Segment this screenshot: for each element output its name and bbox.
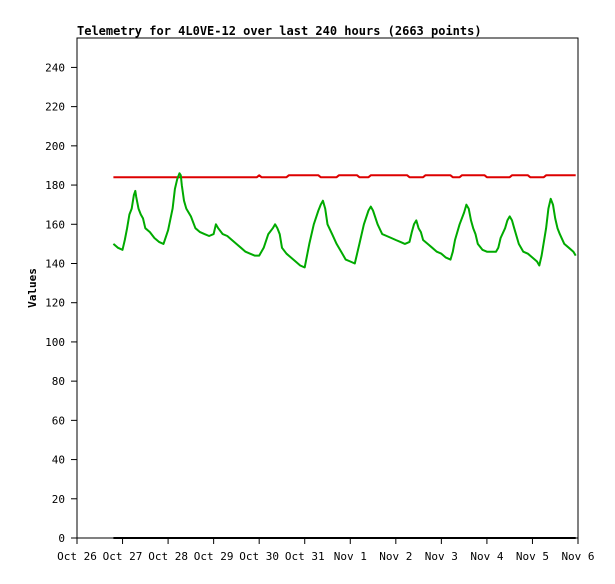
x-tick-label: Oct 30	[239, 550, 279, 563]
series-line-1	[112, 172, 577, 269]
y-tick-label: 100	[45, 336, 65, 349]
y-tick-label: 200	[45, 140, 65, 153]
y-tick-label: 120	[45, 297, 65, 310]
x-tick-label: Oct 27	[103, 550, 143, 563]
chart-title: Telemetry for 4L0VE-12 over last 240 hou…	[77, 24, 482, 38]
y-tick-label: 80	[52, 375, 65, 388]
x-tick-label: Nov 2	[379, 550, 412, 563]
x-tick-label: Nov 4	[470, 550, 503, 563]
y-tick-label: 0	[58, 532, 65, 545]
x-tick-label: Oct 31	[285, 550, 325, 563]
y-tick-label: 220	[45, 101, 65, 114]
x-axis-ticks: Oct 26 Oct 27 Oct 28 Oct 29 Oct 30 Oct 31 Nov …	[57, 538, 595, 563]
y-axis-ticks: 0 20 40 60 80 100 120 140 160 180 200 220 240	[45, 61, 77, 545]
x-tick-label: Oct 26	[57, 550, 97, 563]
x-tick-label: Nov 6	[561, 550, 594, 563]
y-tick-label: 180	[45, 179, 65, 192]
y-tick-label: 240	[45, 61, 65, 74]
series-lines	[112, 172, 577, 539]
y-tick-label: 40	[52, 454, 65, 467]
y-tick-label: 60	[52, 414, 65, 427]
plot-area-frame	[76, 37, 579, 539]
y-tick-label: 20	[52, 493, 65, 506]
x-tick-label: Nov 5	[516, 550, 549, 563]
y-axis-label: Values	[26, 268, 39, 308]
y-tick-label: 140	[45, 257, 65, 270]
series-line-0	[113, 174, 576, 179]
x-tick-label: Oct 29	[194, 550, 234, 563]
x-tick-label: Oct 28	[148, 550, 188, 563]
x-tick-label: Nov 3	[425, 550, 458, 563]
x-tick-label: Nov 1	[334, 550, 367, 563]
y-tick-label: 160	[45, 218, 65, 231]
